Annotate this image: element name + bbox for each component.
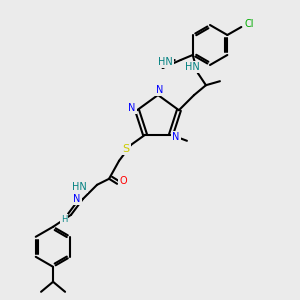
Text: HN: HN: [184, 62, 199, 72]
Text: N: N: [156, 85, 164, 95]
Text: O: O: [119, 176, 127, 186]
Text: S: S: [122, 144, 130, 154]
Text: N: N: [128, 103, 136, 113]
Text: N: N: [172, 132, 180, 142]
Text: HN: HN: [158, 57, 173, 67]
Text: N: N: [74, 194, 81, 204]
Text: HN: HN: [72, 182, 87, 192]
Text: Cl: Cl: [244, 19, 254, 29]
Text: H: H: [61, 215, 67, 224]
